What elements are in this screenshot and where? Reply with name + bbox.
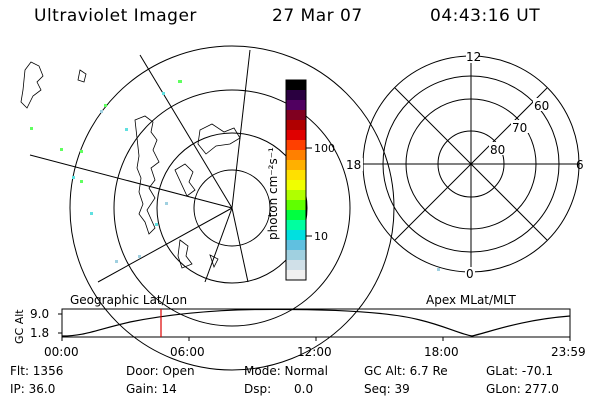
color-bar-cell: [286, 120, 306, 131]
color-bar-cell: [286, 250, 306, 261]
time-tick-2359: 23:59: [551, 345, 586, 359]
color-bar-cell: [286, 260, 306, 271]
geo-lat-circle-2: [156, 132, 308, 284]
gain-value: Gain: 14: [126, 382, 177, 396]
time-tick-1800: 18:00: [424, 345, 459, 359]
altitude-frame: [61, 308, 571, 338]
color-bar-cell: [286, 160, 306, 171]
mlt-label-0: 0: [466, 267, 474, 281]
gc-altitude: GC Alt: 6.7 Re: [364, 364, 448, 378]
mlat-label-70: 70: [512, 121, 527, 135]
geographic-title: Geographic Lat/Lon: [70, 293, 188, 307]
ip-value: IP: 36.0: [10, 382, 56, 396]
geo-lat-circle-3: [113, 89, 351, 327]
color-bar-label-10: 10: [314, 230, 328, 243]
color-bar-cell: [286, 220, 306, 231]
geo-lat-circle-4: [69, 45, 395, 371]
time-tick-0000: 00:00: [44, 345, 79, 359]
instrument-title: Ultraviolet Imager: [34, 6, 197, 26]
geo-meridian-1: [29, 154, 233, 209]
sequence-number: Seq: 39: [364, 382, 410, 396]
color-bar-cell: [286, 170, 306, 181]
mlat-label-80: 80: [490, 143, 505, 157]
color-bar-cell: [286, 90, 306, 101]
color-bar-cell: [286, 80, 306, 91]
geo-meridian-2: [139, 54, 233, 209]
geo-meridian-3: [231, 49, 251, 209]
mlt-label-6: 6: [576, 158, 584, 172]
polar-line-diag-2: [394, 87, 548, 241]
color-bar-cell: [286, 240, 306, 251]
color-bar-unit: photon cm⁻²s⁻¹: [266, 147, 280, 240]
color-bar-cell: [286, 190, 306, 201]
geo-meridian-4: [204, 207, 233, 283]
time-tick-1200: 12:00: [297, 345, 332, 359]
color-bar-cell: [286, 100, 306, 111]
color-bar-cell: [286, 180, 306, 191]
mode-status: Mode: Normal: [244, 364, 328, 378]
color-bar-cell: [286, 210, 306, 221]
time-label: 04:43:16 UT: [430, 6, 541, 26]
color-bar-frame: [285, 79, 307, 281]
color-bar-label-100: 100: [314, 142, 335, 155]
polar-title: Apex MLat/MLT: [426, 293, 516, 307]
geo-latitude: GLat: -70.1: [486, 364, 553, 378]
color-bar-cell: [286, 200, 306, 211]
geo-meridian-6: [97, 207, 233, 283]
color-bar-cells: [286, 80, 306, 281]
flight-number: Flt: 1356: [10, 364, 64, 378]
alt-tick-1.8: 1.8: [30, 326, 49, 340]
mlt-label-18: 18: [346, 158, 361, 172]
time-tick-0600: 06:00: [170, 345, 205, 359]
geo-longitude: GLon: 277.0: [486, 382, 559, 396]
geo-lat-circle-1: [193, 169, 271, 247]
aurora-pixels: [30, 80, 182, 263]
color-bar-cell: [286, 140, 306, 151]
coastlines: [20, 61, 241, 269]
geo-meridian-5: [231, 207, 249, 283]
date-label: 27 Mar 07: [272, 6, 363, 26]
alt-tick-9: 9.0: [30, 307, 49, 321]
color-bar-cell: [286, 270, 306, 281]
color-bar-cell: [286, 150, 306, 161]
mlt-label-12: 12: [466, 50, 481, 64]
color-bar-cell: [286, 230, 306, 241]
color-bar-cell: [286, 110, 306, 121]
door-status: Door: Open: [126, 364, 195, 378]
alt-axis-label: GC Alt: [13, 309, 26, 344]
altitude-curve: [61, 308, 571, 337]
mlat-label-60: 60: [534, 99, 549, 113]
color-bar-cell: [286, 130, 306, 141]
dsp-value: Dsp: 0.0: [244, 382, 314, 396]
